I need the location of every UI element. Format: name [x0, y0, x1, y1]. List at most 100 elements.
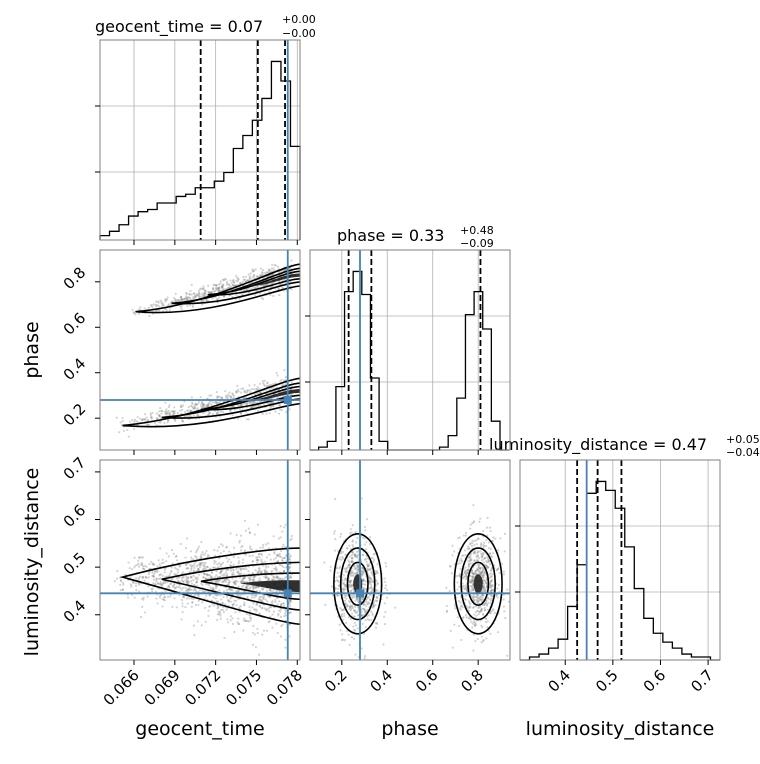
scatter-point: [228, 284, 231, 287]
scatter-point: [221, 608, 224, 611]
scatter-point: [262, 564, 265, 567]
scatter-point: [364, 618, 367, 622]
scatter-point: [221, 411, 225, 414]
scatter-point: [342, 590, 345, 593]
scatter-point: [476, 600, 479, 603]
scatter-point: [153, 572, 156, 575]
scatter-point: [338, 584, 341, 587]
scatter-point: [485, 600, 488, 603]
scatter-point: [138, 556, 141, 559]
scatter-point: [142, 418, 145, 421]
scatter-point: [241, 585, 244, 588]
scatter-point: [158, 415, 162, 418]
scatter-point: [231, 414, 234, 417]
scatter-point: [260, 552, 263, 556]
scatter-point: [217, 566, 220, 569]
scatter-point: [471, 589, 475, 592]
scatter-point: [366, 557, 369, 560]
scatter-point: [261, 561, 265, 564]
scatter-point: [275, 568, 278, 571]
scatter-point: [472, 504, 475, 507]
scatter-point: [243, 278, 246, 281]
scatter-point: [245, 585, 249, 589]
scatter-point: [340, 613, 344, 616]
scatter-point: [467, 556, 471, 559]
scatter-point: [214, 593, 217, 596]
truth-marker: [283, 396, 292, 404]
scatter-point: [481, 559, 484, 562]
scatter-point: [173, 418, 176, 421]
scatter-point: [119, 421, 122, 424]
scatter-point: [268, 269, 271, 272]
scatter-point: [218, 296, 221, 299]
scatter-point: [502, 570, 505, 573]
scatter-point: [334, 587, 338, 590]
scatter-point: [231, 603, 235, 606]
scatter-point: [372, 604, 375, 608]
scatter-point: [151, 574, 154, 577]
scatter-point: [213, 554, 217, 557]
scatter-point: [342, 608, 345, 612]
scatter-point: [209, 577, 213, 580]
scatter-point: [485, 526, 489, 529]
scatter-point: [203, 606, 207, 609]
scatter-point: [252, 643, 255, 646]
scatter-point: [281, 623, 284, 626]
scatter-point: [351, 550, 354, 553]
scatter-point: [479, 605, 482, 608]
scatter-point: [175, 585, 178, 589]
scatter-point: [192, 578, 195, 582]
scatter-point: [267, 271, 270, 274]
scatter-point: [228, 550, 231, 553]
scatter-point: [254, 586, 257, 589]
title-luminosity-distance: luminosity_distance = 0.47: [489, 435, 707, 455]
scatter-point: [214, 581, 218, 584]
scatter-point: [362, 583, 365, 586]
scatter-point: [463, 598, 467, 601]
scatter-point: [173, 573, 176, 576]
scatter-point: [167, 575, 171, 578]
scatter-point: [268, 388, 272, 391]
scatter-point: [190, 283, 193, 286]
scatter-point: [470, 585, 473, 588]
scatter-point: [168, 403, 171, 407]
scatter-point: [462, 554, 465, 557]
scatter-point: [203, 573, 206, 576]
scatter-point: [244, 619, 247, 623]
scatter-point: [226, 397, 229, 400]
scatter-point: [344, 583, 347, 587]
scatter-point: [472, 595, 476, 598]
scatter-point: [471, 626, 474, 629]
scatter-point: [184, 579, 187, 582]
scatter-point: [143, 307, 146, 310]
scatter-point: [350, 531, 353, 534]
scatter-point: [344, 602, 347, 605]
scatter-point: [469, 559, 472, 562]
scatter-point: [192, 589, 195, 592]
scatter-point: [202, 561, 205, 565]
scatter-point: [477, 566, 480, 569]
scatter-point: [248, 579, 251, 583]
scatter-point: [217, 286, 221, 290]
scatter-point: [266, 381, 270, 384]
scatter-point: [253, 608, 256, 611]
scatter-point: [269, 588, 272, 591]
scatter-point: [355, 564, 359, 567]
scatter-point: [150, 560, 153, 563]
scatter-point: [274, 600, 277, 604]
scatter-point: [236, 594, 239, 597]
scatter-point: [265, 283, 268, 287]
scatter-point: [238, 610, 241, 613]
scatter-point: [384, 562, 387, 565]
scatter-point: [449, 629, 452, 632]
scatter-point: [180, 298, 183, 301]
scatter-point: [356, 627, 359, 630]
scatter-point: [148, 314, 151, 318]
scatter-point: [147, 419, 150, 422]
scatter-point: [277, 577, 280, 580]
scatter-point: [485, 583, 488, 586]
scatter-point: [329, 569, 332, 572]
scatter-point: [155, 412, 158, 415]
scatter-point: [478, 610, 481, 613]
scatter-point: [471, 579, 474, 582]
